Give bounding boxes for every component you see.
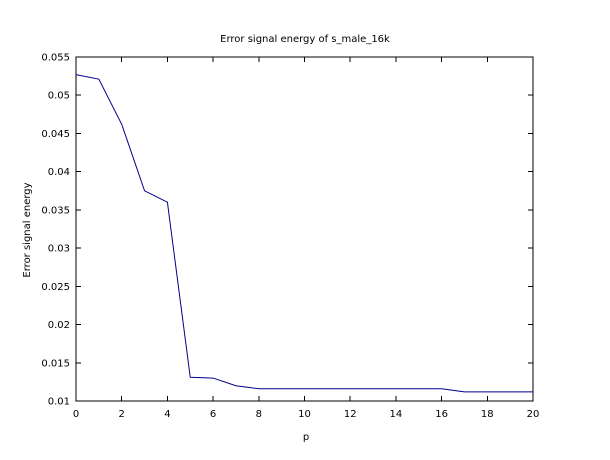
plot-border	[75, 56, 534, 402]
series-group	[75, 74, 533, 393]
y-tick-label: 0.025	[41, 282, 70, 293]
x-tick-label: 0	[73, 409, 79, 420]
x-tick-label: 2	[119, 409, 125, 420]
y-tick-label: 0.045	[41, 129, 70, 140]
y-axis-label: Error signal energy	[22, 182, 33, 277]
x-tick-label: 12	[344, 409, 357, 420]
x-tick-label: 18	[481, 409, 494, 420]
x-tick-label: 4	[164, 409, 170, 420]
y-tick-label: 0.05	[48, 91, 70, 102]
y-tick-label: 0.02	[48, 320, 70, 331]
y-tick-label: 0.03	[48, 244, 70, 255]
y-tick-label: 0.055	[41, 53, 70, 64]
series-line	[75, 74, 533, 393]
x-tick-label: 16	[435, 409, 448, 420]
chart-title: Error signal energy of s_male_16k	[220, 34, 390, 45]
x-tick-label: 6	[210, 409, 216, 420]
y-axis: 0.01 0.015 0.02 0.025 0.03 0.035 0.04 0.045 0.05…	[41, 53, 533, 408]
x-axis-label: p	[303, 432, 309, 443]
x-tick-label: 14	[390, 409, 403, 420]
y-tick-label: 0.01	[48, 397, 70, 408]
y-tick-label: 0.015	[41, 358, 70, 369]
x-tick-label: 8	[256, 409, 262, 420]
plot-frame	[75, 56, 534, 402]
x-axis: 0 2 4 6 8 10 12 14 16 18 20	[73, 57, 540, 420]
x-tick-label: 20	[527, 409, 540, 420]
x-tick-label: 10	[298, 409, 311, 420]
y-tick-label: 0.035	[41, 205, 70, 216]
y-tick-label: 0.04	[48, 167, 70, 178]
